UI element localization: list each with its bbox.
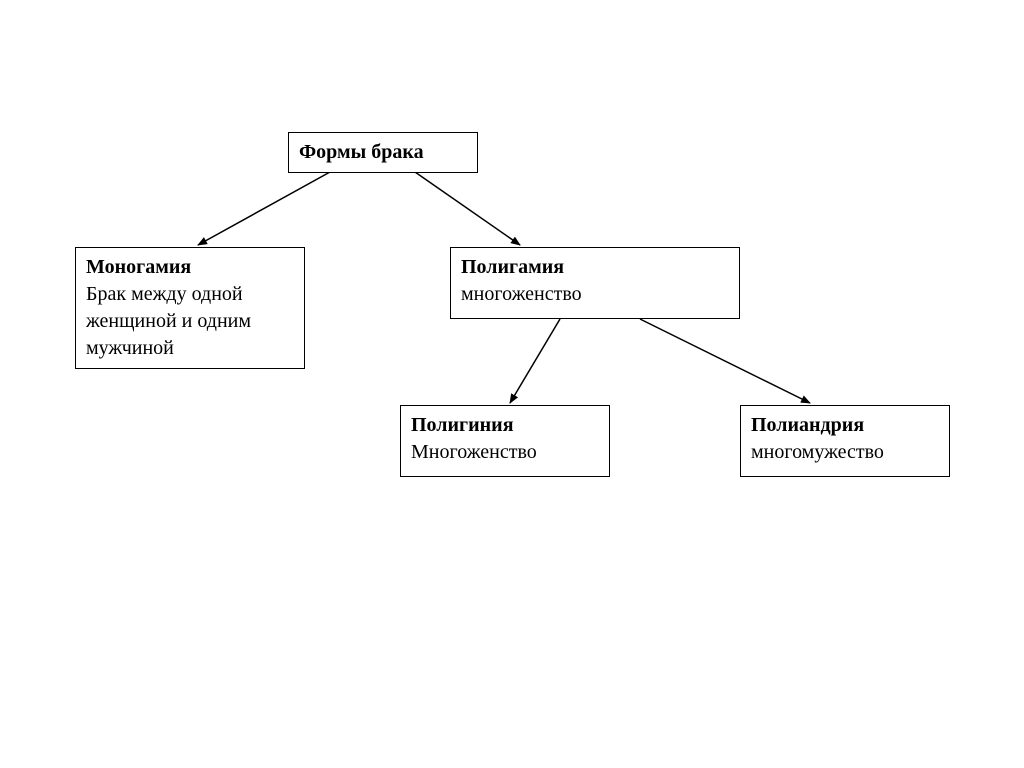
node-polygyny-desc: Многоженство [411, 439, 599, 466]
edge-root-monogamy [198, 172, 330, 245]
node-polygamy-desc: многоженство [461, 281, 729, 308]
node-polyandry-desc: многомужество [751, 439, 939, 466]
node-polygyny: Полигиния Многоженство [400, 405, 610, 477]
node-polyandry-title: Полиандрия [751, 412, 939, 439]
edge-polygamy-polyandry [640, 319, 810, 403]
node-root-title: Формы брака [299, 139, 467, 166]
node-monogamy-title: Моногамия [86, 254, 294, 281]
node-polyandry: Полиандрия многомужество [740, 405, 950, 477]
node-monogamy-desc: Брак между одной женщиной и одним мужчин… [86, 281, 294, 362]
node-monogamy: Моногамия Брак между одной женщиной и од… [75, 247, 305, 369]
diagram-edges [0, 0, 1024, 768]
node-polygamy: Полигамия многоженство [450, 247, 740, 319]
edge-polygamy-polygyny [510, 319, 560, 403]
node-polygamy-title: Полигамия [461, 254, 729, 281]
node-polygyny-title: Полигиния [411, 412, 599, 439]
edge-root-polygamy [415, 172, 520, 245]
node-root: Формы брака [288, 132, 478, 173]
